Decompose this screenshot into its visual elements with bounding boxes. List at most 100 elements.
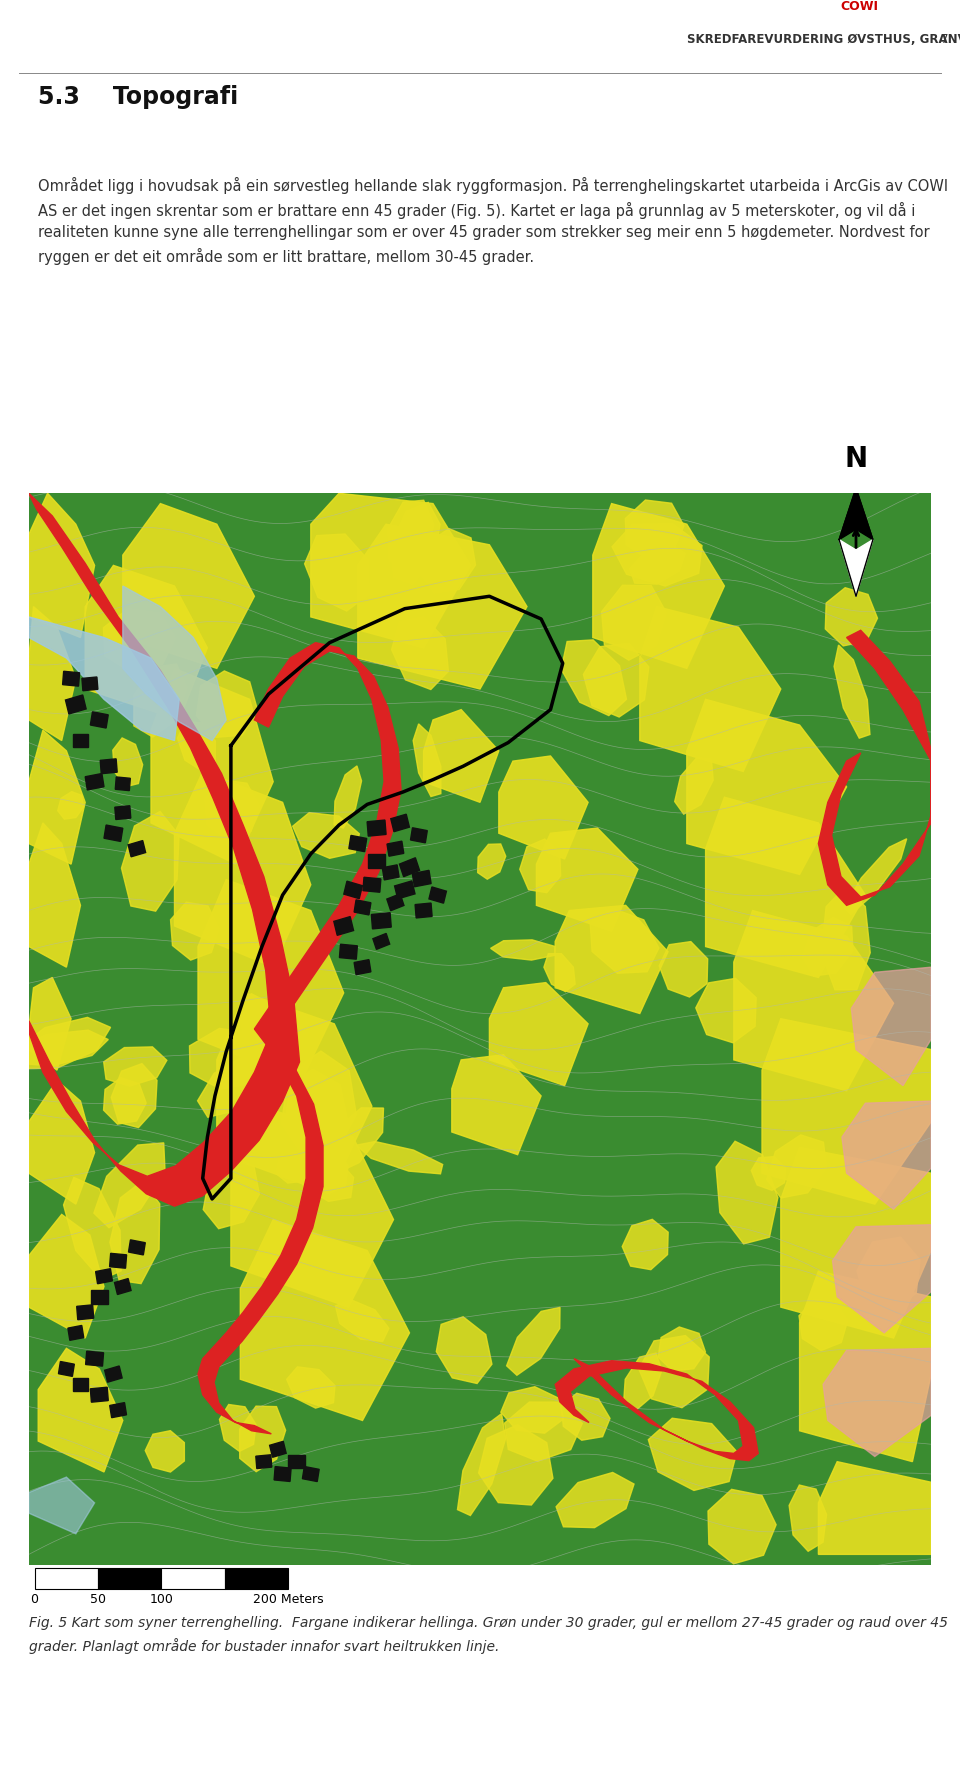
Polygon shape <box>29 1215 104 1338</box>
Polygon shape <box>240 1220 410 1420</box>
Polygon shape <box>857 1238 920 1312</box>
Polygon shape <box>561 1393 610 1441</box>
Polygon shape <box>592 504 725 668</box>
Text: 7: 7 <box>941 34 948 46</box>
Bar <box>372 912 392 928</box>
Polygon shape <box>198 1055 267 1117</box>
Polygon shape <box>392 617 448 690</box>
Polygon shape <box>293 813 359 857</box>
Polygon shape <box>356 1142 443 1174</box>
Polygon shape <box>844 838 906 914</box>
Polygon shape <box>501 1386 564 1434</box>
Bar <box>62 672 80 686</box>
Polygon shape <box>171 902 219 960</box>
Polygon shape <box>29 606 76 741</box>
Polygon shape <box>334 766 362 827</box>
Polygon shape <box>319 1109 383 1176</box>
Polygon shape <box>752 1156 785 1190</box>
Bar <box>85 774 104 790</box>
Polygon shape <box>358 523 527 690</box>
Polygon shape <box>556 1473 634 1528</box>
Polygon shape <box>675 757 713 813</box>
Polygon shape <box>491 941 555 960</box>
Polygon shape <box>818 629 931 905</box>
Polygon shape <box>198 880 344 1080</box>
Bar <box>73 734 88 746</box>
Polygon shape <box>29 1080 95 1204</box>
Polygon shape <box>104 1047 167 1086</box>
Polygon shape <box>204 780 259 840</box>
Polygon shape <box>286 1050 356 1151</box>
Text: COWI: COWI <box>840 0 878 12</box>
Bar <box>104 826 123 842</box>
Polygon shape <box>281 1070 348 1153</box>
Polygon shape <box>276 1153 314 1183</box>
Polygon shape <box>85 566 207 720</box>
Polygon shape <box>602 585 666 659</box>
Bar <box>90 1388 108 1402</box>
Polygon shape <box>189 1029 275 1089</box>
Polygon shape <box>38 1349 123 1473</box>
Polygon shape <box>639 606 780 771</box>
Polygon shape <box>112 737 143 787</box>
Polygon shape <box>391 502 440 585</box>
Polygon shape <box>625 500 684 559</box>
Polygon shape <box>716 1140 778 1245</box>
Text: 0: 0 <box>31 1593 38 1605</box>
Bar <box>382 865 399 880</box>
Bar <box>109 1254 127 1268</box>
Text: 200 Meters: 200 Meters <box>252 1593 324 1605</box>
Polygon shape <box>537 827 637 932</box>
Polygon shape <box>29 1476 95 1535</box>
Polygon shape <box>852 967 931 1086</box>
Bar <box>391 815 409 831</box>
Polygon shape <box>799 1299 848 1351</box>
Polygon shape <box>423 709 499 803</box>
Polygon shape <box>490 983 588 1086</box>
Polygon shape <box>217 994 372 1193</box>
Text: SKREDFAREVURDERING ØVSTHUS, GRANVIN HERAD: SKREDFAREVURDERING ØVSTHUS, GRANVIN HERA… <box>687 34 960 46</box>
Bar <box>109 1402 127 1418</box>
Bar <box>115 776 131 790</box>
Polygon shape <box>842 1101 931 1209</box>
Polygon shape <box>630 545 685 583</box>
Bar <box>73 1377 88 1391</box>
Polygon shape <box>254 642 401 1038</box>
Bar <box>387 895 404 911</box>
Polygon shape <box>822 886 870 990</box>
Bar <box>68 1326 84 1340</box>
Text: 5.3    Topografi: 5.3 Topografi <box>38 85 239 110</box>
Bar <box>161 1568 225 1588</box>
Polygon shape <box>295 1151 353 1202</box>
Bar <box>59 1361 74 1376</box>
Polygon shape <box>780 1147 931 1338</box>
Polygon shape <box>706 797 865 978</box>
Polygon shape <box>638 1335 709 1407</box>
Bar <box>334 916 353 935</box>
Bar <box>288 1455 305 1469</box>
Polygon shape <box>659 1328 706 1370</box>
Polygon shape <box>413 723 441 797</box>
Polygon shape <box>660 942 708 997</box>
Bar <box>91 1291 108 1303</box>
Polygon shape <box>304 534 369 612</box>
Bar <box>114 1278 132 1294</box>
Bar <box>225 1568 288 1588</box>
Polygon shape <box>800 1271 931 1462</box>
Bar <box>415 903 432 918</box>
Bar <box>270 1441 286 1457</box>
Bar <box>129 1239 145 1255</box>
Polygon shape <box>544 953 575 992</box>
Polygon shape <box>104 1078 146 1124</box>
Bar <box>85 1351 104 1367</box>
Polygon shape <box>29 493 300 1206</box>
Bar <box>354 900 371 914</box>
Polygon shape <box>479 1425 553 1505</box>
Polygon shape <box>29 730 85 865</box>
Polygon shape <box>220 1404 256 1452</box>
Bar <box>105 1367 122 1383</box>
Polygon shape <box>231 1107 394 1307</box>
Text: 50: 50 <box>90 1593 106 1605</box>
Polygon shape <box>789 1485 827 1551</box>
Polygon shape <box>29 617 180 741</box>
